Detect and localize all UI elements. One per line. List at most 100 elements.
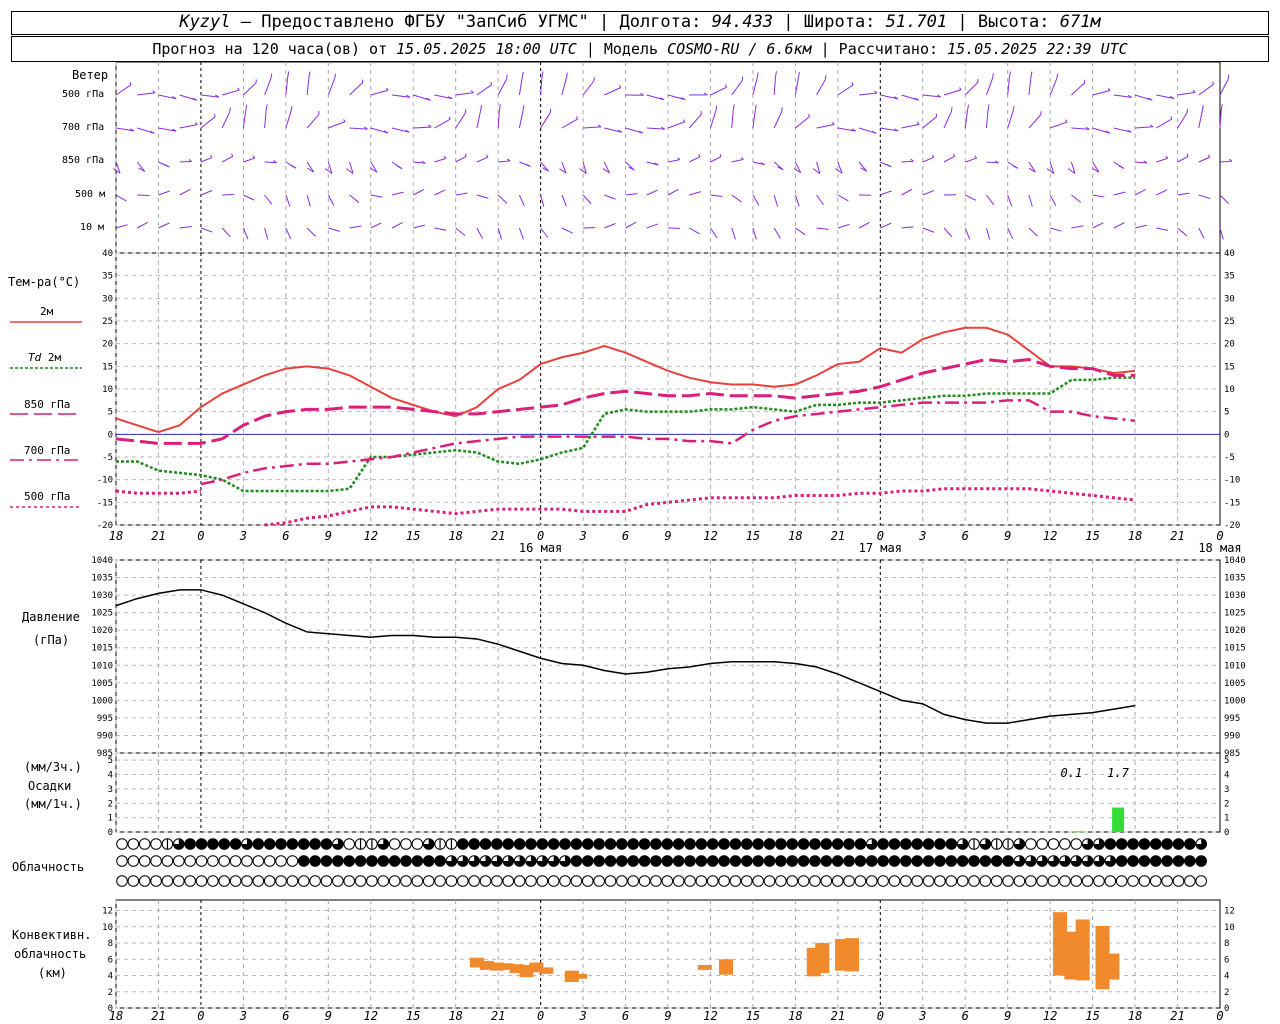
cloud-fill-full: [752, 855, 764, 867]
wind-barb: [709, 110, 717, 129]
y-tick-left: 0: [108, 430, 113, 440]
wind-barb-feather: [860, 167, 867, 172]
x-tick-label-bottom: 3: [578, 1009, 586, 1023]
cloud-symbol: [843, 875, 855, 887]
cloud-fill-partial: [332, 838, 344, 850]
wind-barb-feather: [164, 164, 170, 168]
cloud-symbol: [956, 875, 969, 887]
wind-barb-feather: [579, 168, 587, 174]
wind-barb: [434, 118, 451, 129]
wind-barb-feather: [952, 153, 956, 157]
cloud-fill-full: [559, 838, 571, 850]
cloud-symbol: [422, 875, 435, 887]
wind-barb-feather: [396, 165, 403, 170]
wind-barb-feather: [486, 154, 489, 158]
cloud-symbol: [1070, 838, 1083, 850]
cloud-symbol: [650, 875, 662, 887]
cloud-fill-full: [389, 855, 400, 867]
wind-barb-feather: [987, 104, 990, 111]
wind-barb-feather: [1008, 71, 1011, 78]
cloud-symbol: [320, 875, 333, 887]
cloud-fill-full: [877, 838, 889, 850]
cloud-symbol: [343, 875, 356, 887]
lon-value: 94.433: [711, 12, 774, 32]
cloud-fill-full: [457, 838, 469, 850]
conv-cloud-bar: [845, 938, 859, 972]
wind-barb-feather: [385, 87, 389, 91]
wind-barb: [222, 89, 240, 96]
wind-barb: [561, 194, 567, 207]
wind-barb-feather: [682, 119, 686, 123]
cloud-symbol: [752, 875, 764, 887]
wind-barb: [688, 114, 702, 129]
temp-series-2: [115, 358, 1136, 445]
x-tick-label: 9: [1004, 529, 1011, 543]
cloud-symbol: [1115, 875, 1128, 887]
cloud-fill-full: [264, 838, 275, 850]
wind-barb: [476, 194, 489, 199]
temp-series-1: [116, 376, 1136, 493]
cloud-symbol: [150, 855, 162, 867]
cloud-symbol: [547, 875, 560, 887]
cloud-symbol: [1081, 875, 1094, 887]
cloud-fill-full: [639, 855, 650, 867]
wind-barb: [1049, 194, 1057, 206]
cloud-symbol: [1002, 875, 1014, 887]
wind-barb-feather: [831, 122, 835, 125]
pressure-title: Давление: [22, 610, 80, 624]
wind-barb: [370, 127, 389, 134]
y-tick-left: 0: [108, 1004, 113, 1014]
cloud-fill-partial: [1059, 855, 1071, 867]
wind-barb: [1156, 118, 1173, 129]
wind-barb: [1092, 90, 1111, 96]
cloud-fill-full: [821, 855, 832, 867]
wind-barb-feather: [192, 97, 198, 101]
conv-cloud-bar: [1105, 953, 1120, 980]
cloud-fill-full: [1002, 855, 1014, 867]
cloud-fill-partial: [980, 838, 991, 850]
cloud-fill-partial: [1093, 855, 1105, 867]
wind-barb: [667, 188, 679, 196]
wind-barb: [1219, 160, 1233, 163]
cloud-fill-full: [298, 855, 310, 867]
wind-barb-feather: [448, 116, 451, 120]
cloud-fill-full: [275, 838, 287, 850]
wind-barb: [1134, 224, 1147, 229]
wind-barb-feather: [597, 124, 602, 128]
wind-barb: [710, 156, 722, 163]
cloud-symbol: [138, 875, 151, 887]
conv-cloud-bar: [719, 959, 734, 975]
wind-barb-feather: [405, 129, 410, 133]
cloud-fill-full: [821, 838, 832, 850]
y-tick-right: 1035: [1224, 574, 1246, 584]
cloud-fill-partial: [1195, 838, 1207, 850]
wind-barb-feather: [886, 164, 892, 168]
cloud-symbol: [354, 875, 367, 887]
y-tick-right: 25: [1224, 317, 1235, 327]
cloud-fill-full: [412, 855, 423, 867]
y-tick-right: -5: [1224, 453, 1235, 463]
wind-barb: [1198, 227, 1205, 239]
wind-barb: [1092, 222, 1104, 229]
wind-barb: [136, 221, 149, 229]
wind-barb: [136, 161, 146, 172]
cloud-symbol: [207, 855, 219, 867]
wind-barb-feather: [1228, 158, 1233, 162]
cloud-fill-full: [911, 855, 923, 867]
wind-barb: [1198, 194, 1211, 200]
wind-barb: [922, 190, 935, 196]
y-tick-right: 995: [1224, 714, 1240, 724]
wind-barb: [625, 127, 643, 134]
wind-barb: [901, 188, 913, 196]
cloud-symbol: [525, 875, 537, 887]
wind-barb: [858, 221, 870, 229]
cloud-fill-full: [809, 838, 821, 850]
cloud-symbol: [1138, 875, 1151, 887]
wind-barb: [689, 191, 701, 196]
wind-barb: [1049, 121, 1068, 129]
cloud-symbol: [241, 875, 253, 887]
wind-barb: [264, 110, 267, 129]
cloud-fill-full: [911, 838, 923, 850]
cloud-symbol: [252, 855, 265, 867]
wind-barb: [752, 161, 765, 166]
